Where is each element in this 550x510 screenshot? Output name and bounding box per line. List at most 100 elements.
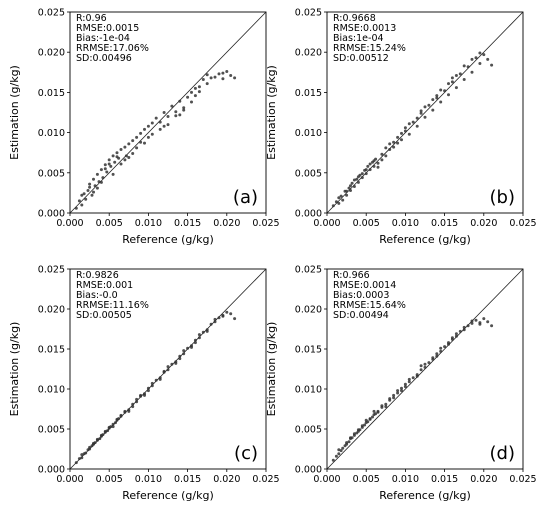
data-point xyxy=(403,385,407,389)
stat-line: Bias:-0.0 xyxy=(76,290,118,301)
x-tick-label: 0.000 xyxy=(313,474,340,485)
data-point xyxy=(205,329,209,333)
data-point xyxy=(376,165,380,169)
data-point xyxy=(380,152,384,156)
data-point xyxy=(372,164,376,168)
data-point xyxy=(376,410,380,414)
data-point xyxy=(233,317,237,321)
data-point xyxy=(92,441,95,445)
x-tick-label: 0.005 xyxy=(96,474,123,485)
data-point xyxy=(190,90,193,94)
data-point xyxy=(450,336,454,340)
stat-line: R:0.9668 xyxy=(333,13,376,24)
data-point xyxy=(131,139,135,143)
data-point xyxy=(474,56,478,60)
x-tick-label: 0.015 xyxy=(431,474,458,485)
stat-line: R:0.96 xyxy=(76,13,107,24)
data-point xyxy=(403,382,407,386)
data-point xyxy=(443,89,447,93)
data-point xyxy=(88,185,92,189)
y-tick-label: 0.015 xyxy=(295,345,322,356)
data-point xyxy=(368,417,372,421)
data-point xyxy=(439,346,443,350)
data-point xyxy=(368,162,372,166)
stat-line: SD:0.00505 xyxy=(76,310,132,321)
stat-line: Bias:-1e-04 xyxy=(76,33,130,44)
stat-line: SD:0.00512 xyxy=(333,53,389,64)
data-point xyxy=(221,71,225,75)
data-point xyxy=(80,203,84,207)
data-point xyxy=(396,141,400,145)
data-point xyxy=(84,451,88,455)
x-tick-label: 0.025 xyxy=(252,474,279,485)
y-tick-label: 0.015 xyxy=(38,345,65,356)
data-point xyxy=(74,206,78,210)
data-point xyxy=(162,369,166,373)
data-point xyxy=(213,317,217,321)
data-point xyxy=(427,361,431,365)
data-point xyxy=(217,316,221,320)
data-point xyxy=(111,425,115,429)
x-tick-label: 0.010 xyxy=(135,474,162,485)
stat-line: Bias:1e-04 xyxy=(333,33,384,44)
data-point xyxy=(107,158,111,162)
data-point xyxy=(111,422,115,426)
data-point xyxy=(109,164,113,168)
data-point xyxy=(150,384,154,388)
x-tick-label: 0.000 xyxy=(313,218,340,229)
data-point xyxy=(92,190,95,194)
data-point xyxy=(454,86,458,90)
data-point xyxy=(490,63,494,67)
data-point xyxy=(170,362,174,366)
data-point xyxy=(106,429,110,433)
data-point xyxy=(419,111,423,115)
y-tick-label: 0.010 xyxy=(295,385,322,396)
data-point xyxy=(364,418,368,422)
data-point xyxy=(435,94,439,98)
data-point xyxy=(115,151,119,155)
x-tick-label: 0.020 xyxy=(470,218,497,229)
data-point xyxy=(450,80,454,84)
data-point xyxy=(337,448,341,452)
y-tick-label: 0.020 xyxy=(38,305,65,316)
data-point xyxy=(419,109,423,113)
data-point xyxy=(115,417,119,421)
data-point xyxy=(345,442,349,446)
data-point xyxy=(205,73,209,77)
panel-label: (b) xyxy=(490,187,515,208)
data-point xyxy=(201,330,205,334)
data-point xyxy=(182,108,186,112)
data-point xyxy=(107,162,111,166)
data-point xyxy=(178,357,182,361)
data-point xyxy=(388,142,392,146)
x-tick-label: 0.020 xyxy=(213,218,240,229)
data-point xyxy=(225,70,229,73)
data-point xyxy=(345,189,349,193)
data-point xyxy=(182,352,186,356)
data-point xyxy=(431,356,435,360)
data-point xyxy=(462,325,466,329)
data-point xyxy=(349,436,352,440)
data-point xyxy=(474,318,478,322)
data-point xyxy=(345,193,349,197)
data-point xyxy=(337,196,341,200)
data-point xyxy=(478,322,482,326)
data-point xyxy=(225,310,229,314)
data-point xyxy=(341,446,345,450)
data-point xyxy=(98,437,102,441)
data-point xyxy=(349,189,352,192)
data-point xyxy=(80,456,84,460)
data-point xyxy=(182,349,186,353)
data-point xyxy=(384,402,388,406)
data-point xyxy=(101,176,105,180)
data-point xyxy=(88,182,92,186)
x-tick-label: 0.010 xyxy=(392,218,419,229)
data-point xyxy=(95,437,99,441)
x-tick-label: 0.025 xyxy=(509,218,536,229)
data-point xyxy=(458,72,462,76)
reference-line-1to1 xyxy=(326,268,524,470)
data-point xyxy=(407,380,411,384)
stat-line: RRMSE:11.16% xyxy=(76,300,149,311)
reference-line-1to1 xyxy=(326,11,524,214)
data-point xyxy=(341,198,345,202)
